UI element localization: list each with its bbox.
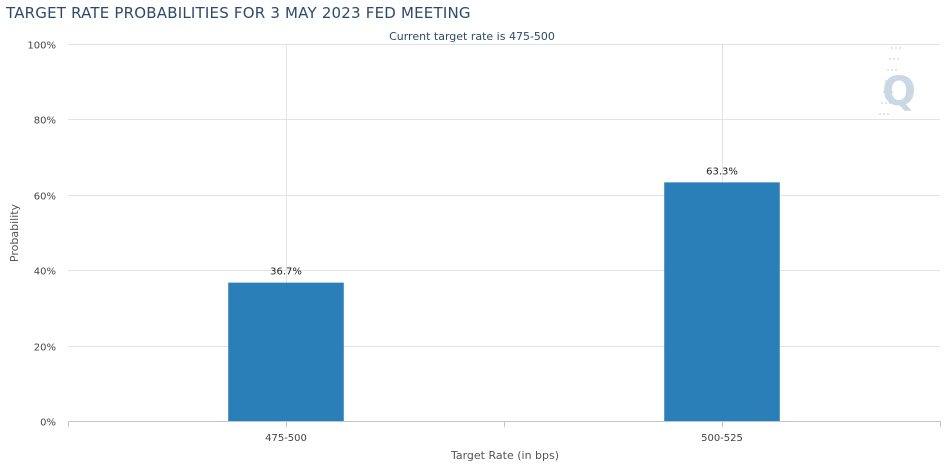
bar-data-label: 36.7%: [270, 267, 302, 278]
bar-475-500[interactable]: [228, 282, 344, 421]
chart-subtitle: Current target rate is 475-500: [389, 30, 555, 43]
bars-layer: 36.7% 63.3%: [228, 166, 780, 421]
bar-500-525[interactable]: [664, 182, 780, 421]
bar-data-label: 63.3%: [706, 166, 738, 177]
axis-layer: 0% 20% 40% 60% 80% 100% 475-500 500-525: [27, 41, 941, 444]
y-tick-label: 60%: [34, 192, 56, 203]
y-tick-label: 100%: [27, 41, 56, 52]
x-tick-label: 500-525: [701, 433, 743, 444]
x-tick-label: 475-500: [265, 433, 307, 444]
chart-title: TARGET RATE PROBABILITIES FOR 3 MAY 2023…: [6, 4, 471, 22]
y-tick-label: 40%: [34, 267, 56, 278]
y-tick-label: 20%: [34, 343, 56, 354]
y-tick-label: 0%: [40, 418, 56, 429]
x-axis-label: Target Rate (in bps): [450, 449, 559, 462]
y-axis-label: Probability: [8, 203, 21, 262]
y-tick-label: 80%: [34, 116, 56, 127]
grid-layer: [68, 44, 940, 421]
quikstrike-q-logo-icon: Q: [879, 47, 916, 115]
